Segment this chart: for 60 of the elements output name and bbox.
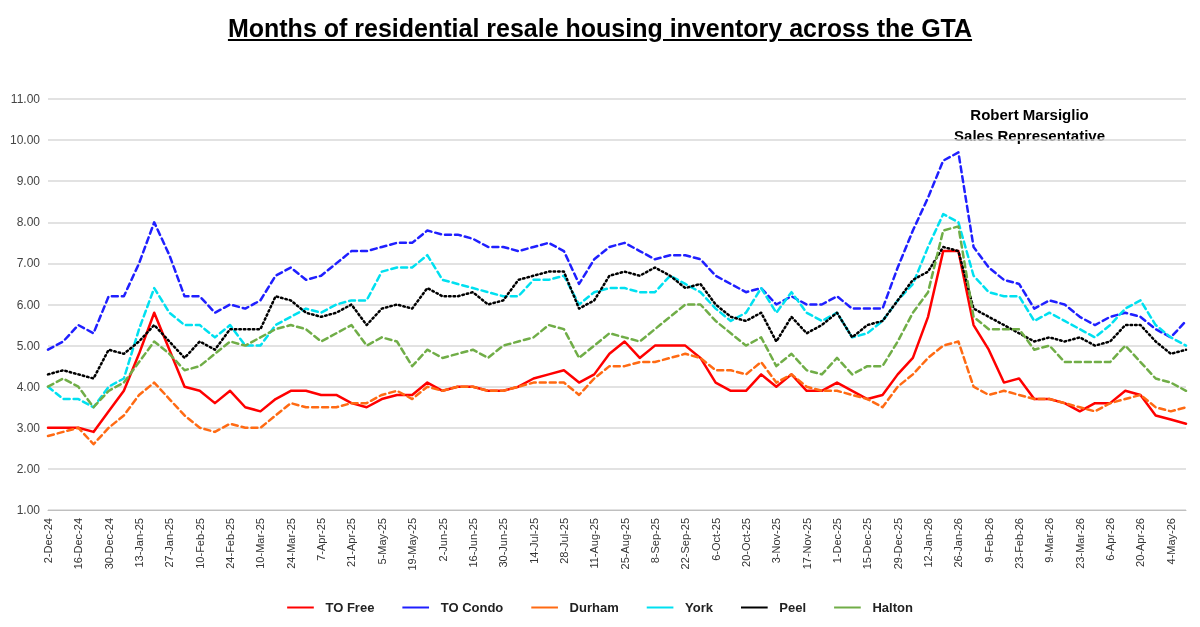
- legend-label: Peel: [779, 600, 807, 615]
- x-tick-label: 19-May-25: [406, 518, 419, 571]
- x-tick-label: 10-Feb-25: [193, 518, 206, 569]
- x-tick-label: 11-Aug-25: [588, 518, 601, 569]
- x-tick-label: 23-Feb-26: [1013, 518, 1026, 569]
- x-tick-label: 22-Sep-25: [679, 518, 692, 570]
- y-tick-label: 7.00: [16, 256, 41, 271]
- y-tick-label: 9.00: [16, 174, 41, 189]
- x-tick-label: 24-Mar-25: [284, 518, 297, 569]
- x-tick-label: 10-Mar-25: [254, 518, 267, 569]
- line-series: [46, 151, 1188, 351]
- legend-label: TO Condo: [440, 600, 504, 615]
- x-tick-label: 3-Nov-25: [770, 518, 783, 564]
- x-tick-label: 20-Oct-25: [739, 518, 752, 567]
- y-tick-label: 10.00: [9, 133, 41, 148]
- y-tick-label: 5.00: [16, 338, 41, 353]
- x-tick-label: 25-Aug-25: [618, 518, 631, 570]
- legend-label: Halton: [872, 600, 913, 615]
- x-tick-label: 5-May-25: [375, 518, 388, 565]
- legend-label: TO Free: [325, 600, 375, 615]
- x-tick-label: 4-May-26: [1164, 518, 1177, 565]
- y-tick-label: 8.00: [16, 215, 41, 230]
- x-tick-label: 9-Feb-26: [982, 518, 995, 563]
- chart-title: Months of residential resale housing inventory across the GTA: [226, 14, 974, 43]
- y-tick-label: 2.00: [16, 461, 41, 476]
- x-tick-label: 20-Apr-26: [1134, 518, 1147, 567]
- x-tick-label: 14-Jul-25: [527, 518, 540, 564]
- x-tick-label: 17-Nov-25: [800, 518, 813, 570]
- y-tick-label: 11.00: [10, 92, 41, 106]
- x-tick-label: 6-Oct-25: [709, 518, 722, 561]
- x-tick-label: 16-Jun-25: [466, 518, 479, 568]
- x-tick-label: 27-Jan-25: [163, 518, 176, 568]
- x-tick-label: 30-Dec-24: [102, 518, 115, 570]
- legend-label: York: [685, 600, 714, 615]
- y-tick-label: 3.00: [16, 420, 41, 435]
- line-series: [46, 340, 1188, 446]
- x-tick-label: 30-Jun-25: [497, 518, 510, 568]
- x-tick-label: 24-Feb-25: [224, 518, 237, 569]
- line-series: [46, 245, 1188, 380]
- x-tick-label: 2-Jun-25: [436, 518, 449, 562]
- annotation: Robert Marsiglio Sales Representative: [954, 106, 1105, 144]
- x-tick-label: 29-Dec-25: [891, 518, 904, 570]
- x-tick-label: 1-Dec-25: [831, 518, 844, 564]
- x-tick-label: 26-Jan-26: [952, 518, 965, 568]
- x-tick-label: 8-Sep-25: [648, 518, 661, 564]
- x-tick-label: 2-Dec-24: [42, 518, 54, 564]
- x-tick-label: 16-Dec-24: [72, 518, 85, 570]
- x-tick-label: 28-Jul-25: [557, 518, 570, 564]
- y-tick-label: 4.00: [16, 379, 41, 394]
- x-tick-label: 13-Jan-25: [133, 518, 146, 568]
- y-tick-label: 1.00: [16, 503, 41, 517]
- x-tick-label: 23-Mar-26: [1073, 518, 1086, 569]
- x-tick-label: 12-Jan-26: [922, 518, 935, 568]
- legend-label: Durham: [569, 600, 619, 615]
- x-tick-label: 7-Apr-25: [315, 518, 328, 561]
- x-tick-label: 15-Dec-25: [861, 518, 874, 570]
- x-tick-label: 6-Apr-26: [1104, 518, 1117, 561]
- x-tick-label: 9-Mar-26: [1043, 518, 1056, 563]
- y-tick-label: 6.00: [16, 297, 41, 312]
- x-tick-label: 21-Apr-25: [345, 518, 358, 567]
